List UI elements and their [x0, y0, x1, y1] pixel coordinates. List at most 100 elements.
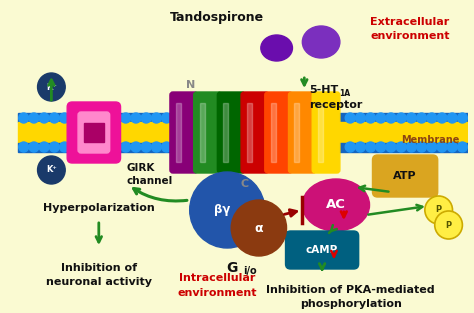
Circle shape	[406, 142, 416, 152]
Circle shape	[29, 142, 39, 152]
Ellipse shape	[302, 179, 370, 231]
Ellipse shape	[261, 35, 292, 61]
Bar	[271, 103, 276, 162]
FancyBboxPatch shape	[67, 102, 120, 163]
Bar	[18, 122, 468, 143]
Bar	[18, 143, 468, 152]
Circle shape	[417, 113, 427, 123]
Circle shape	[121, 142, 131, 152]
Bar	[247, 103, 252, 162]
FancyBboxPatch shape	[218, 92, 245, 173]
Bar	[223, 103, 228, 162]
Circle shape	[162, 142, 172, 152]
Circle shape	[100, 113, 110, 123]
FancyBboxPatch shape	[241, 92, 269, 173]
Circle shape	[345, 142, 355, 152]
Circle shape	[365, 113, 375, 123]
Text: environment: environment	[178, 288, 257, 298]
Circle shape	[356, 142, 365, 152]
Circle shape	[110, 113, 120, 123]
FancyBboxPatch shape	[265, 92, 292, 173]
Circle shape	[447, 142, 457, 152]
Text: 5-HT: 5-HT	[309, 85, 338, 95]
Text: Membrane: Membrane	[401, 135, 459, 145]
Text: GIRK
channel: GIRK channel	[127, 163, 173, 186]
Circle shape	[151, 142, 161, 152]
FancyBboxPatch shape	[170, 92, 198, 173]
Circle shape	[417, 142, 427, 152]
FancyBboxPatch shape	[312, 92, 340, 173]
Circle shape	[345, 113, 355, 123]
Circle shape	[447, 113, 457, 123]
Text: K⁺: K⁺	[46, 83, 57, 91]
Circle shape	[151, 113, 161, 123]
Text: Hyperpolarization: Hyperpolarization	[43, 203, 155, 213]
Circle shape	[435, 211, 463, 239]
Circle shape	[396, 113, 406, 123]
Text: Tandospirone: Tandospirone	[170, 12, 264, 24]
Circle shape	[231, 200, 286, 256]
Text: P: P	[436, 206, 442, 214]
Text: phosphorylation: phosphorylation	[300, 299, 401, 309]
Bar	[18, 113, 468, 122]
Bar	[84, 123, 104, 142]
Text: βγ: βγ	[214, 203, 230, 217]
FancyBboxPatch shape	[78, 112, 109, 153]
FancyBboxPatch shape	[373, 155, 438, 197]
Circle shape	[37, 73, 65, 101]
Circle shape	[49, 142, 59, 152]
Text: N: N	[186, 80, 195, 90]
Bar	[200, 103, 204, 162]
Bar	[318, 103, 323, 162]
Text: environment: environment	[370, 31, 450, 41]
Text: Inhibition of PKA-mediated: Inhibition of PKA-mediated	[266, 285, 435, 295]
Circle shape	[427, 142, 437, 152]
Circle shape	[386, 113, 396, 123]
Circle shape	[396, 142, 406, 152]
Circle shape	[70, 142, 80, 152]
Circle shape	[39, 113, 49, 123]
Circle shape	[19, 113, 28, 123]
Text: α: α	[255, 222, 263, 234]
Text: C: C	[241, 179, 249, 189]
Circle shape	[427, 113, 437, 123]
Circle shape	[49, 113, 59, 123]
Circle shape	[110, 142, 120, 152]
Circle shape	[121, 113, 131, 123]
Circle shape	[437, 113, 447, 123]
Circle shape	[39, 142, 49, 152]
Circle shape	[90, 113, 100, 123]
Circle shape	[80, 113, 90, 123]
Text: Extracellular: Extracellular	[370, 17, 450, 27]
FancyBboxPatch shape	[194, 92, 221, 173]
Text: Intracellular: Intracellular	[179, 273, 255, 283]
Circle shape	[172, 142, 182, 152]
Bar	[176, 103, 181, 162]
Text: receptor: receptor	[309, 100, 363, 110]
Circle shape	[376, 113, 386, 123]
FancyBboxPatch shape	[289, 92, 316, 173]
Circle shape	[70, 113, 80, 123]
Text: G: G	[227, 261, 238, 275]
Circle shape	[141, 142, 151, 152]
Text: P: P	[446, 220, 452, 229]
Text: Inhibition of: Inhibition of	[61, 263, 137, 273]
Circle shape	[172, 113, 182, 123]
Circle shape	[182, 142, 192, 152]
Circle shape	[37, 156, 65, 184]
Circle shape	[356, 113, 365, 123]
Circle shape	[425, 196, 453, 224]
Circle shape	[141, 113, 151, 123]
Circle shape	[29, 113, 39, 123]
Bar	[294, 103, 300, 162]
Circle shape	[182, 113, 192, 123]
Circle shape	[457, 113, 467, 123]
Text: K⁺: K⁺	[46, 166, 57, 175]
Circle shape	[190, 172, 265, 248]
Circle shape	[376, 142, 386, 152]
Circle shape	[131, 142, 141, 152]
Circle shape	[80, 142, 90, 152]
Circle shape	[60, 142, 70, 152]
Text: neuronal activity: neuronal activity	[46, 277, 152, 287]
Circle shape	[406, 113, 416, 123]
